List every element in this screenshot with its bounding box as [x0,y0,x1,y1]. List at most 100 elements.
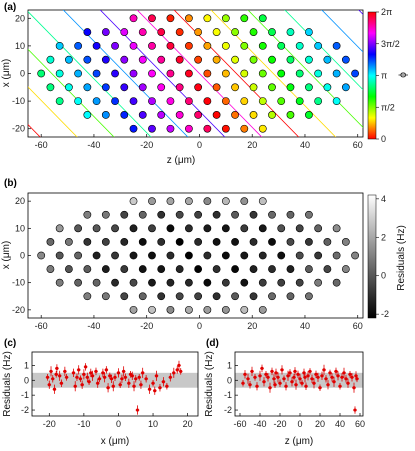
residual-point [157,265,166,273]
phase-front-line [284,10,363,91]
residual-marker [316,375,320,379]
ion-point [212,83,221,92]
residual-marker [137,375,141,379]
ion-point [46,55,55,64]
residual-point [138,210,147,219]
ion-point [111,69,119,78]
panel-a-xlabel: z (μm) [167,155,196,166]
residual-marker [120,377,124,381]
panel-a-ytick-label: -20 [12,124,25,134]
panel-d-xtick-label: -20 [273,419,286,429]
residual-point [341,265,350,273]
ion-point [194,28,203,36]
residual-marker [342,371,346,375]
residual-marker [154,374,159,378]
ion-point [240,124,249,133]
ion-point [286,28,295,36]
residual-point [305,210,313,219]
residual-marker [284,384,288,388]
ion-point [83,111,92,119]
residual-marker [54,372,58,376]
ion-point [92,69,101,78]
residual-point [129,251,138,260]
colorbar-phi-label: ϕ [398,72,409,78]
residual-point [101,210,110,219]
residual-marker [77,368,81,372]
residual-marker [78,377,83,381]
ion-point [83,83,92,92]
residual-marker [122,369,126,373]
residual-marker [82,372,86,376]
ion-point [185,69,193,78]
ion-point [221,41,230,50]
ion-point [332,97,341,106]
ion-point [175,83,184,92]
residual-point [148,251,156,260]
residual-point [286,210,295,219]
ion-point [286,111,295,119]
residual-point [157,210,166,219]
ion-point [194,111,203,119]
residual-marker [161,380,166,384]
panel-b-xtick-label: -40 [87,321,100,331]
ion-point [194,83,203,92]
residual-point [111,251,119,260]
residual-marker [175,368,179,372]
ion-point [166,69,175,78]
residual-point [74,278,83,287]
ion-point [240,41,249,50]
panel-c-ytick-label: -1 [21,390,29,400]
ion-point [305,28,313,36]
residual-marker [132,384,136,388]
ion-point [203,41,212,50]
residual-marker [135,408,140,412]
residual-marker [75,375,79,379]
residual-marker [108,374,112,378]
residual-marker [272,377,276,381]
ion-point [277,97,286,106]
residual-marker [172,371,176,375]
ion-point [129,14,138,23]
residual-point [64,238,73,246]
panel-c-xtick-label: 10 [148,419,158,429]
panel-c-ytick-label: -2 [21,405,29,415]
ion-point [175,55,184,64]
ion-point [138,111,147,119]
residual-point [268,265,276,273]
residual-point [185,224,193,233]
ion-point [323,55,332,64]
ion-point [203,14,212,23]
residual-marker [306,374,310,378]
ion-point [120,28,129,36]
residual-marker [168,375,172,379]
residual-point [83,210,92,219]
residual-point [221,305,230,314]
residual-point [295,278,304,287]
panel-b-xtick-label: 40 [300,321,310,331]
panel-d-xtick-label: -40 [253,419,266,429]
panel-a-xtick-label: -60 [35,140,48,150]
residual-marker [64,375,69,379]
ion-point [295,41,304,50]
residual-point [258,251,267,260]
residual-point [249,210,258,219]
ion-point [129,124,138,133]
residual-point [332,251,341,260]
residual-marker [274,371,278,375]
ion-point [101,28,110,36]
residual-point [268,292,276,301]
residual-marker [104,368,108,372]
panel-a-ytick-label: 10 [15,41,25,51]
panel-c-xtick-label: 0 [116,419,121,429]
residual-marker [89,371,93,375]
panel-b-ytick-label: 20 [15,196,25,206]
residual-marker [85,375,89,379]
residual-point [185,278,193,287]
colorbar-residuals-tick-label: 0 [381,271,386,281]
residual-point [221,278,230,287]
ion-point [175,111,184,119]
ion-point [129,41,138,50]
residual-marker [260,366,264,370]
residual-marker [158,386,162,390]
ion-point [101,83,110,92]
